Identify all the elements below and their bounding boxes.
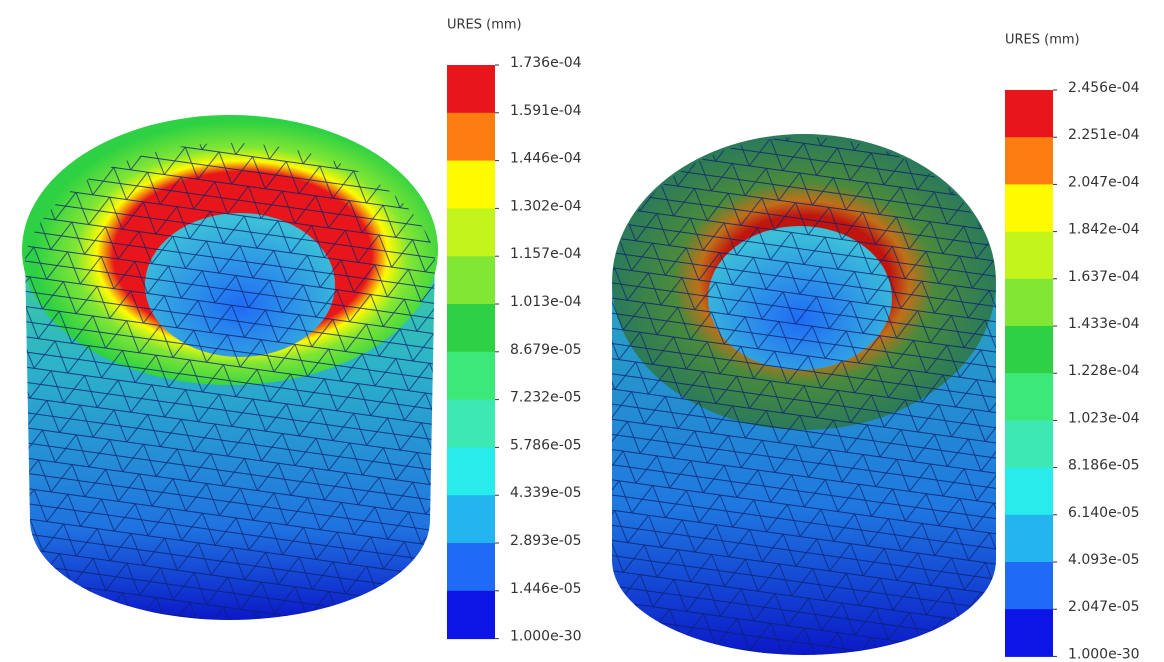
color-band (447, 113, 495, 161)
legend-label: 1.023e-04 (1068, 410, 1140, 426)
legend-title: URES (mm) (447, 18, 522, 33)
color-band (447, 65, 495, 113)
legend-label: 1.000e-30 (1068, 646, 1140, 662)
legend-label: 2.456e-04 (1068, 80, 1140, 96)
legend-label: 2.893e-05 (510, 533, 582, 549)
result-view: URES (mm) 1.736e-04 1.591e-04 1.446e-04 1.30… (0, 0, 1164, 662)
color-band (447, 591, 495, 639)
legend-label: 1.302e-04 (510, 198, 582, 214)
legend-label: 2.047e-04 (1068, 174, 1140, 190)
page: URES (mm) 1.736e-04 1.591e-04 1.446e-04 1.30… (0, 0, 1164, 662)
color-band (447, 447, 495, 495)
color-band (1005, 232, 1053, 280)
color-band (1005, 468, 1053, 516)
legend-label: 1.637e-04 (1068, 269, 1140, 285)
color-band (1005, 609, 1053, 657)
legend-label: 2.047e-05 (1068, 599, 1140, 615)
right-model (612, 134, 996, 655)
legend-label: 1.842e-04 (1068, 222, 1140, 238)
color-band (447, 208, 495, 256)
left-model (22, 115, 438, 620)
legend-label: 2.251e-04 (1068, 127, 1140, 143)
legend-label: 1.228e-04 (1068, 363, 1140, 379)
color-band (1005, 373, 1053, 421)
color-band (447, 400, 495, 448)
legend-label: 1.433e-04 (1068, 316, 1140, 332)
color-band (447, 495, 495, 543)
color-band (1005, 420, 1053, 468)
legend-label: 1.000e-30 (510, 629, 582, 645)
legend-label: 1.157e-04 (510, 246, 582, 262)
legend-label: 1.446e-04 (510, 151, 582, 167)
legend-label: 6.140e-05 (1068, 505, 1140, 521)
legend-title: URES (mm) (1005, 33, 1080, 48)
legend-label: 1.013e-04 (510, 294, 582, 310)
legend-label: 4.339e-05 (510, 485, 582, 501)
legend-label: 1.591e-04 (510, 103, 582, 119)
color-band (447, 304, 495, 352)
color-band (447, 161, 495, 209)
color-band (447, 256, 495, 304)
color-band (1005, 184, 1053, 232)
color-band (1005, 90, 1053, 138)
legend-label: 1.736e-04 (510, 55, 582, 71)
legend-label: 8.679e-05 (510, 342, 582, 358)
legend-label: 7.232e-05 (510, 390, 582, 406)
color-band (1005, 326, 1053, 374)
legend-label: 8.186e-05 (1068, 458, 1140, 474)
color-band (447, 543, 495, 591)
legend-label: 1.446e-05 (510, 581, 582, 597)
legend-label: 4.093e-05 (1068, 552, 1140, 568)
color-band (447, 352, 495, 400)
color-band (1005, 515, 1053, 563)
legend-label: 5.786e-05 (510, 437, 582, 453)
color-band (1005, 137, 1053, 185)
color-band (1005, 562, 1053, 610)
color-band (1005, 279, 1053, 327)
